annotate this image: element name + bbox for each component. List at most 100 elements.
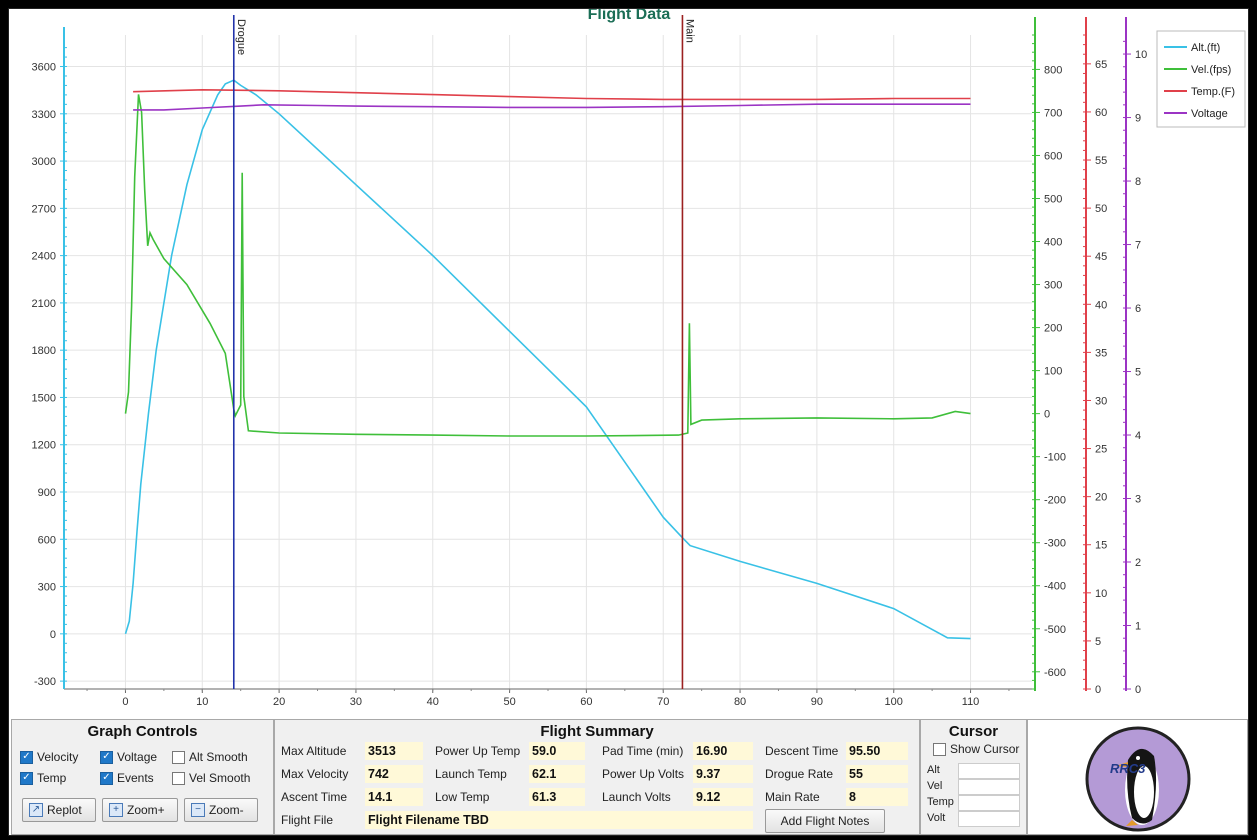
voltage-label: Voltage <box>117 750 158 764</box>
low-temp-label: Low Temp <box>435 790 490 804</box>
velocity-tick-label: -500 <box>1044 624 1066 636</box>
logo-text: RRC3 <box>1110 761 1146 776</box>
launch-temp-value: 62.1 <box>529 765 585 783</box>
velocity-tick-label: 500 <box>1044 194 1062 206</box>
legend-entry: Temp.(F) <box>1191 86 1235 98</box>
app-window: Flight Data -300 0 300 600 900 1200 1500 1800 210… <box>8 8 1249 836</box>
voltage-tick-label: 10 <box>1135 49 1147 61</box>
flight-file-value[interactable]: Flight Filename TBD <box>365 811 753 829</box>
pad-time-label: Pad Time (min) <box>602 744 684 758</box>
unchecked-box-icon <box>172 771 185 785</box>
replot-button[interactable]: ↗ Replot <box>22 798 96 822</box>
voltage-tick-label: 6 <box>1135 303 1141 315</box>
alt-smooth-label: Alt Smooth <box>189 750 248 764</box>
voltage-tick-label: 8 <box>1135 176 1141 188</box>
velocity-tick-label: 200 <box>1044 323 1062 335</box>
velocity-tick-label: -300 <box>1044 538 1066 550</box>
max-velocity-value: 742 <box>365 765 423 783</box>
graph-controls-panel: Graph Controls ✓ Velocity ✓ Voltage Alt Sm… <box>11 719 274 835</box>
zoom-out-button[interactable]: − Zoom- <box>184 798 258 822</box>
max-velocity-label: Max Velocity <box>281 767 349 781</box>
cursor-vel-label: Vel <box>927 780 943 792</box>
check-icon: ✓ <box>100 750 113 764</box>
altitude-tick-label: 2700 <box>32 203 56 215</box>
graph-controls-title: Graph Controls <box>87 723 198 740</box>
cursor-panel: Cursor Show Cursor Alt Vel Temp Volt <box>920 719 1027 835</box>
x-tick-label: 20 <box>273 696 285 708</box>
flight-data-chart[interactable]: Flight Data-3000300600900120015001800210… <box>9 9 1249 709</box>
unchecked-box-icon <box>172 750 185 764</box>
altitude-tick-label: 3300 <box>32 109 56 121</box>
drogue-rate-value: 55 <box>846 765 908 783</box>
check-icon: ✓ <box>100 771 113 785</box>
replot-label: Replot <box>47 803 82 817</box>
add-flight-notes-button[interactable]: Add Flight Notes <box>765 809 885 833</box>
legend-entry: Vel.(fps) <box>1191 64 1231 76</box>
temperature-tick-label: 50 <box>1095 203 1107 215</box>
show-cursor-label: Show Cursor <box>950 742 1020 756</box>
x-tick-label: 50 <box>503 696 515 708</box>
altitude-tick-label: -300 <box>34 676 56 688</box>
pad-time-value: 16.90 <box>693 742 753 760</box>
launch-temp-label: Launch Temp <box>435 767 507 781</box>
x-tick-label: 80 <box>734 696 746 708</box>
flight-file-label: Flight File <box>281 813 334 827</box>
launch-volts-label: Launch Volts <box>602 790 671 804</box>
temp-checkbox[interactable]: ✓ Temp <box>20 771 66 785</box>
check-icon: ✓ <box>20 750 33 764</box>
x-tick-label: 10 <box>196 696 208 708</box>
temperature-tick-label: 45 <box>1095 251 1107 263</box>
cursor-vel-field <box>958 779 1020 795</box>
main-rate-label: Main Rate <box>765 790 820 804</box>
power-up-volts-label: Power Up Volts <box>602 767 685 781</box>
vel-smooth-label: Vel Smooth <box>189 771 251 785</box>
altitude-tick-label: 3000 <box>32 156 56 168</box>
logo-panel: RRC3 <box>1027 719 1248 835</box>
velocity-tick-label: 800 <box>1044 64 1062 76</box>
events-checkbox[interactable]: ✓ Events <box>100 771 154 785</box>
velocity-tick-label: -200 <box>1044 495 1066 507</box>
series-line-temp <box>133 88 971 101</box>
event-label-main: Main <box>683 19 695 43</box>
altitude-tick-label: 300 <box>38 582 56 594</box>
temperature-tick-label: 40 <box>1095 299 1107 311</box>
velocity-checkbox[interactable]: ✓ Velocity <box>20 750 78 764</box>
voltage-checkbox[interactable]: ✓ Voltage <box>100 750 157 764</box>
rrc3-penguin-logo: RRC3 <box>1085 726 1191 832</box>
altitude-tick-label: 1800 <box>32 345 56 357</box>
unchecked-box-icon <box>933 742 946 756</box>
altitude-tick-label: 1500 <box>32 392 56 404</box>
x-tick-label: 90 <box>811 696 823 708</box>
zoom-in-label: Zoom+ <box>127 803 165 817</box>
series-line-alt <box>124 79 971 640</box>
vel-smooth-checkbox[interactable]: Vel Smooth <box>172 771 250 785</box>
altitude-tick-label: 900 <box>38 487 56 499</box>
power-up-temp-value: 59.0 <box>529 742 585 760</box>
x-tick-label: 60 <box>580 696 592 708</box>
altitude-tick-label: 2400 <box>32 251 56 263</box>
show-cursor-checkbox[interactable]: Show Cursor <box>933 742 1019 756</box>
temperature-tick-label: 25 <box>1095 444 1107 456</box>
x-tick-label: 0 <box>122 696 128 708</box>
temperature-tick-label: 60 <box>1095 107 1107 119</box>
cursor-volt-field <box>958 811 1020 827</box>
check-icon: ✓ <box>20 771 33 785</box>
temperature-tick-label: 15 <box>1095 540 1107 552</box>
zoom-in-button[interactable]: + Zoom+ <box>102 798 178 822</box>
voltage-tick-label: 3 <box>1135 494 1141 506</box>
alt-smooth-checkbox[interactable]: Alt Smooth <box>172 750 248 764</box>
temperature-tick-label: 0 <box>1095 684 1101 696</box>
velocity-tick-label: 100 <box>1044 366 1062 378</box>
velocity-tick-label: -100 <box>1044 452 1066 464</box>
x-tick-label: 70 <box>657 696 669 708</box>
temp-label: Temp <box>37 771 67 785</box>
low-temp-value: 61.3 <box>529 788 585 806</box>
zoom-out-label: Zoom- <box>209 803 244 817</box>
velocity-tick-label: 400 <box>1044 237 1062 249</box>
cursor-temp-label: Temp <box>927 796 954 808</box>
cursor-alt-field <box>958 763 1020 779</box>
temperature-tick-label: 10 <box>1095 588 1107 600</box>
cursor-title: Cursor <box>948 723 999 740</box>
altitude-tick-label: 3600 <box>32 62 56 74</box>
voltage-tick-label: 1 <box>1135 621 1141 633</box>
